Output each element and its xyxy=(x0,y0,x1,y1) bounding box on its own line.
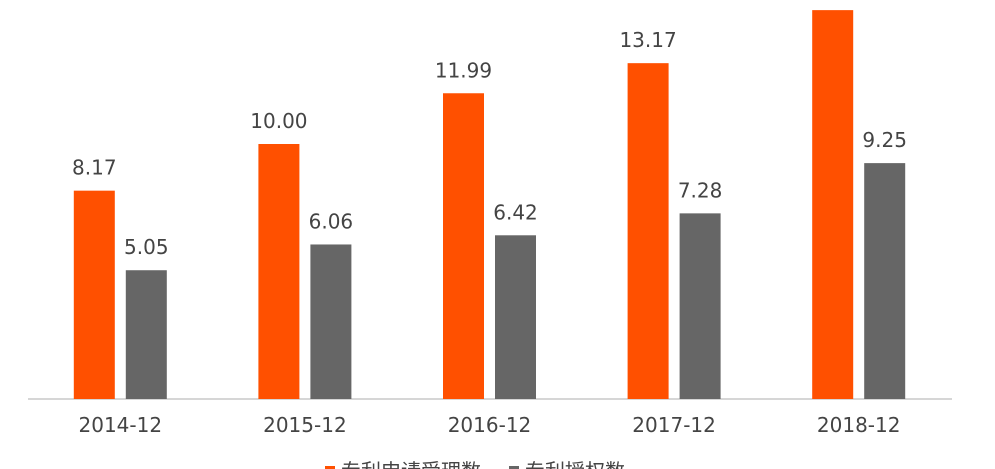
legend-swatch-grants xyxy=(509,466,519,469)
bar-grants-2016-12 xyxy=(495,235,536,399)
data-label-grants-2018-12: 9.25 xyxy=(862,128,907,152)
data-label-grants-2016-12: 6.42 xyxy=(493,200,538,224)
data-label-grants-2014-12: 5.05 xyxy=(124,235,169,259)
x-tick-label-2016-12: 2016-12 xyxy=(448,413,532,437)
bar-grants-2018-12 xyxy=(864,163,906,399)
x-tick-labels-group: 2014-12 2015-12 2016-12 2017-12 2018-12 xyxy=(79,413,901,437)
x-tick-label-2014-12: 2014-12 xyxy=(79,413,163,437)
data-label-applications-2016-12: 11.99 xyxy=(435,58,492,82)
bar-applications-2018-12 xyxy=(812,10,854,399)
x-tick-label-2017-12: 2017-12 xyxy=(632,413,716,437)
bar-applications-2015-12 xyxy=(258,144,300,399)
data-label-applications-2014-12: 8.17 xyxy=(72,156,117,180)
data-label-grants-2017-12: 7.28 xyxy=(678,178,723,202)
bars-group xyxy=(73,10,906,399)
legend-label-grants: 专利授权数 xyxy=(525,459,625,469)
legend-swatch-applications xyxy=(325,466,335,469)
data-label-grants-2015-12: 6.06 xyxy=(309,209,354,233)
bar-grants-2014-12 xyxy=(125,270,167,399)
bar-applications-2016-12 xyxy=(443,93,484,399)
data-label-applications-2015-12: 10.00 xyxy=(250,109,307,133)
legend: 专利申请受理数 专利授权数 xyxy=(325,459,625,469)
data-label-applications-2017-12: 13.17 xyxy=(619,28,676,52)
bar-applications-2014-12 xyxy=(73,190,115,399)
bar-grants-2015-12 xyxy=(310,244,352,399)
legend-label-applications: 专利申请受理数 xyxy=(341,459,481,469)
data-labels-group: 8.17 5.05 10.00 6.06 11.99 6.42 13.17 7.28 9.25 xyxy=(72,28,907,259)
x-tick-label-2015-12: 2015-12 xyxy=(263,413,347,437)
bar-applications-2017-12 xyxy=(627,63,669,399)
x-tick-label-2018-12: 2018-12 xyxy=(817,413,901,437)
bar-grants-2017-12 xyxy=(679,213,721,399)
